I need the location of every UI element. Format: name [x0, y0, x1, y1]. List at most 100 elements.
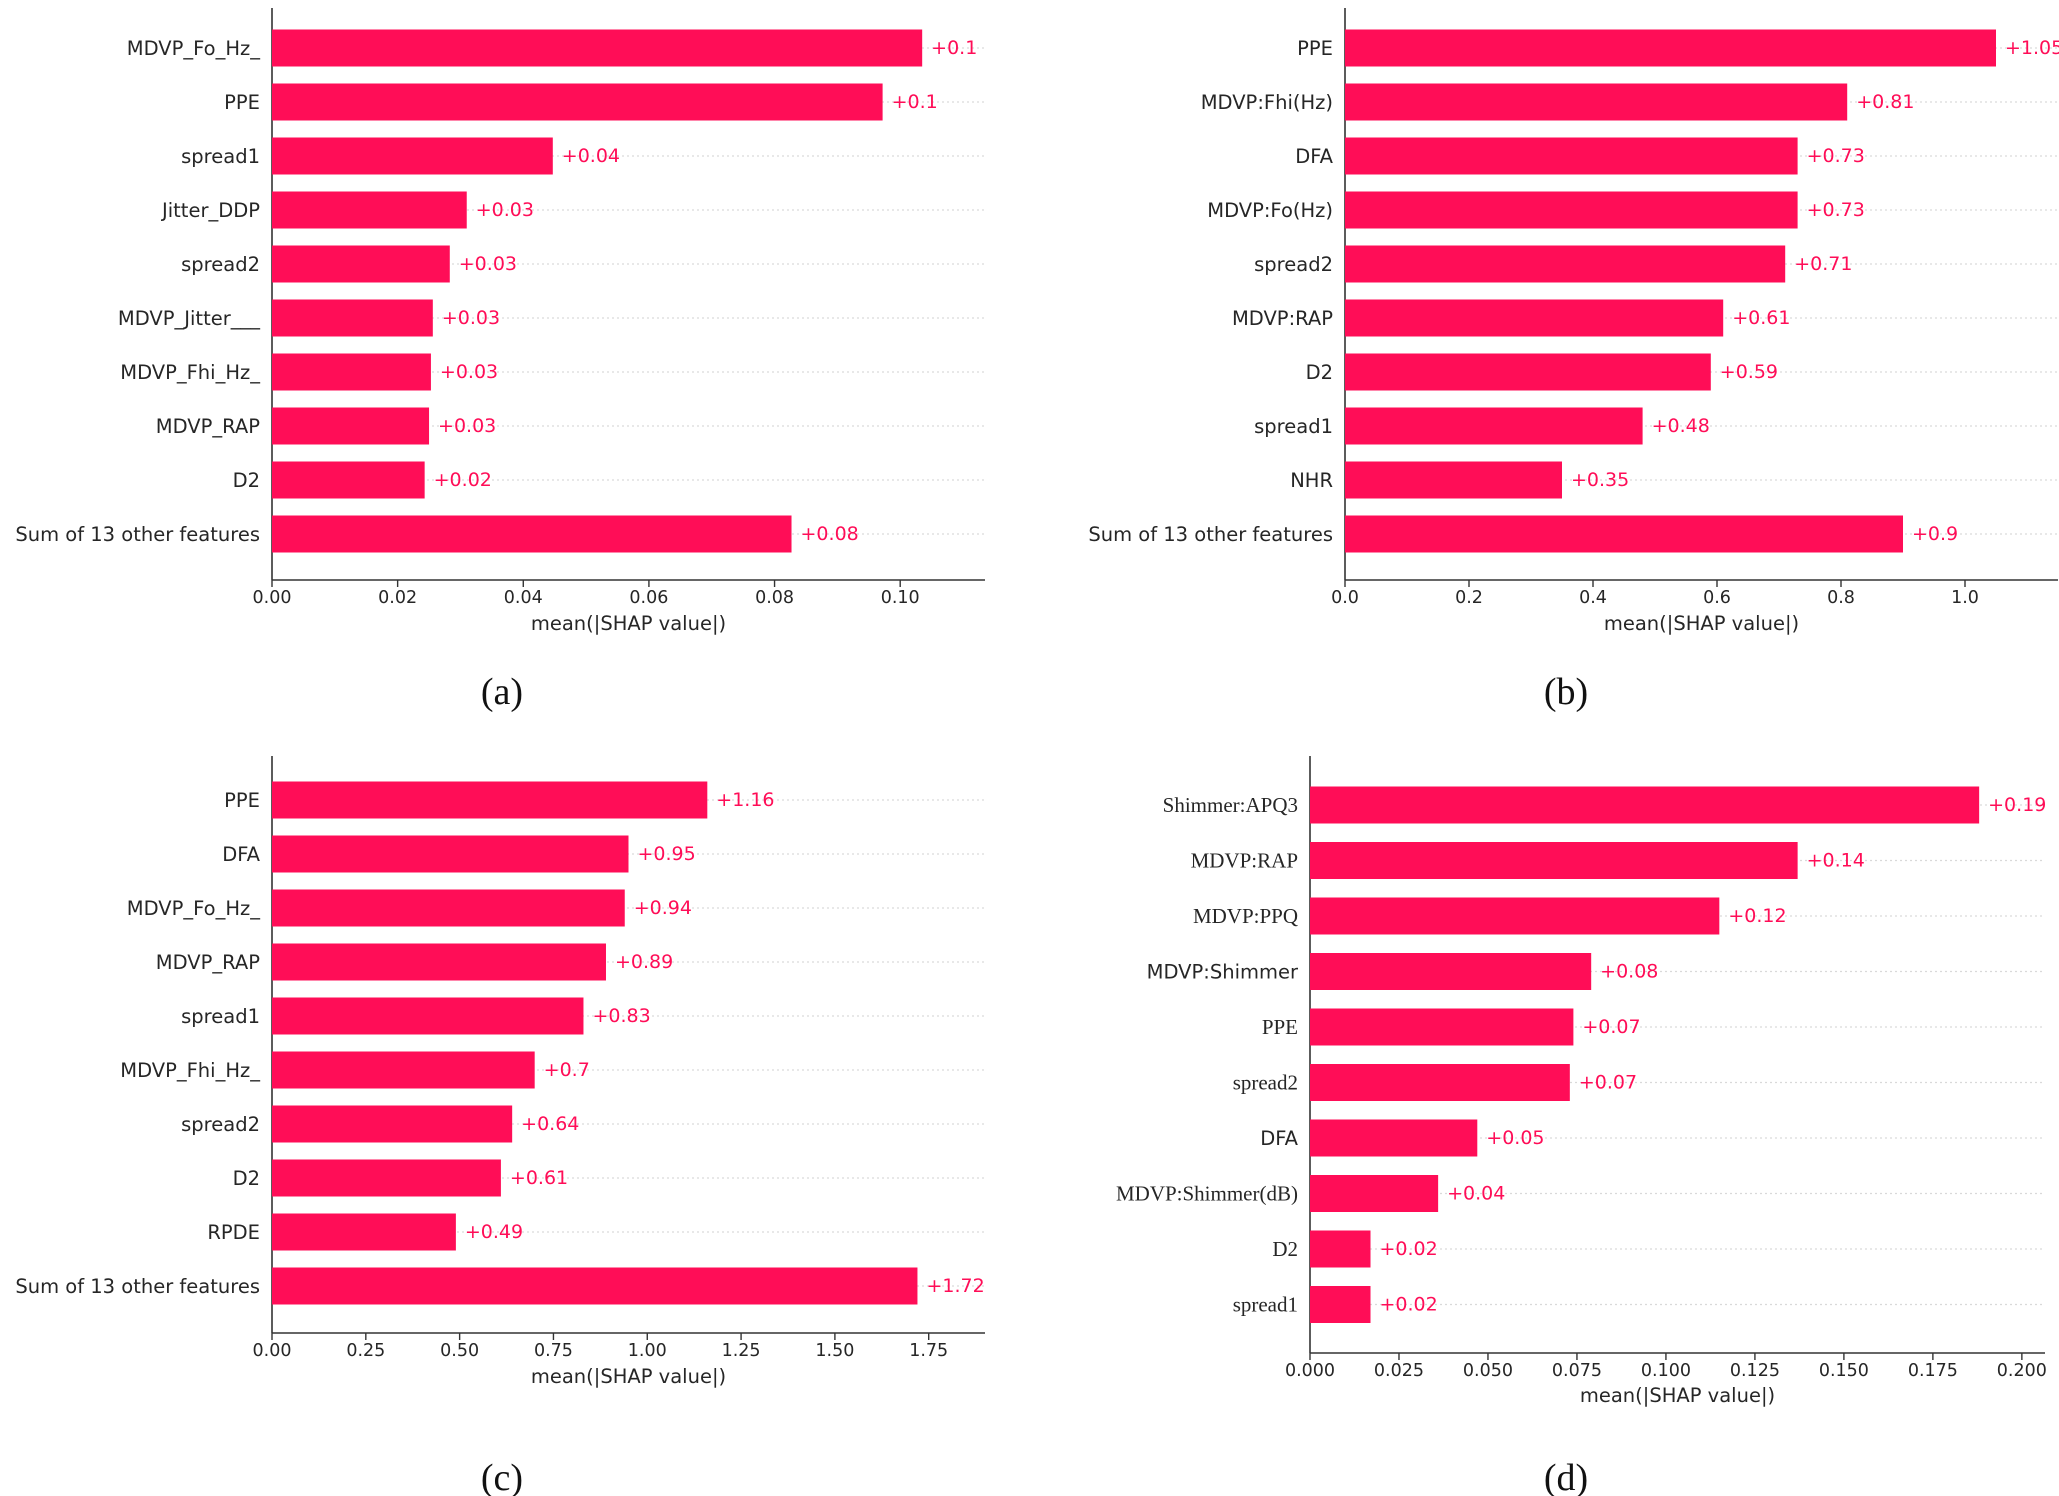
x-tick-label: 0.025	[1374, 1361, 1424, 1381]
x-tick-label: 0.10	[881, 588, 920, 608]
x-tick-label: 0.000	[1285, 1361, 1335, 1381]
category-label: MDVP_Fo_Hz_	[127, 37, 260, 60]
category-label: MDVP:Shimmer	[1147, 961, 1299, 984]
x-tick-label: 0.100	[1641, 1361, 1691, 1381]
value-label: +1.16	[716, 789, 774, 811]
x-tick-label: 0.75	[534, 1341, 573, 1361]
chart-panel-d: Shimmer:APQ3 +0.19 MDVP:RAP +0.14 MDVP:PPQ +0…	[1116, 756, 2047, 1496]
value-label: +0.59	[1720, 361, 1778, 383]
bar	[1345, 515, 1903, 553]
value-label: +0.81	[1856, 91, 1914, 113]
bar	[272, 1105, 513, 1143]
category-label: NHR	[1290, 469, 1333, 492]
category-label: DFA	[222, 843, 260, 866]
panel-caption: (b)	[1544, 671, 1588, 713]
value-label: +0.71	[1794, 253, 1852, 275]
value-label: +0.03	[476, 199, 534, 221]
bar	[272, 299, 433, 337]
category-label: spread2	[181, 1113, 260, 1136]
bar	[1310, 1230, 1371, 1268]
value-label: +0.14	[1807, 850, 1865, 872]
category-label: D2	[233, 1167, 260, 1190]
x-axis-label: mean(|SHAP value|)	[1580, 1384, 1775, 1407]
x-tick-label: 0.06	[629, 588, 668, 608]
bar	[272, 191, 467, 229]
x-tick-label: 0.200	[1997, 1361, 2047, 1381]
bar	[1345, 245, 1786, 283]
value-label: +0.61	[1732, 307, 1790, 329]
value-label: +0.04	[1447, 1183, 1505, 1205]
x-tick-label: 0.50	[440, 1341, 479, 1361]
x-tick-label: 1.25	[722, 1341, 761, 1361]
chart-panel-b: PPE +1.05 MDVP:Fhi(Hz) +0.81 DFA +0.73 MDVP:Fo…	[1088, 8, 2059, 713]
value-label: +0.73	[1807, 145, 1865, 167]
x-tick-label: 0.00	[253, 1341, 292, 1361]
category-label: Shimmer:APQ3	[1163, 793, 1298, 817]
category-label: PPE	[224, 789, 260, 812]
category-label: Sum of 13 other features	[1088, 523, 1333, 546]
x-tick-label: 0.050	[1463, 1361, 1513, 1381]
category-label: MDVP_RAP	[156, 951, 260, 974]
category-label: spread1	[1254, 415, 1333, 438]
x-tick-label: 0.8	[1827, 588, 1855, 608]
bar	[272, 83, 883, 121]
value-label: +0.12	[1728, 905, 1786, 927]
bar	[272, 781, 708, 819]
value-label: +0.08	[1600, 961, 1658, 983]
bar	[1310, 1064, 1570, 1101]
value-label: +0.02	[1380, 1294, 1438, 1316]
x-tick-label: 0.02	[378, 588, 417, 608]
category-label: spread1	[1233, 1293, 1298, 1317]
bar	[272, 245, 450, 283]
value-label: +0.89	[615, 951, 673, 973]
value-label: +0.03	[459, 253, 517, 275]
category-label: spread2	[1254, 253, 1333, 276]
x-tick-label: 1.75	[909, 1341, 948, 1361]
value-label: +0.05	[1486, 1127, 1544, 1149]
panel-caption: (c)	[481, 1457, 523, 1496]
x-axis-label: mean(|SHAP value|)	[1604, 612, 1799, 635]
x-tick-label: 0.00	[253, 588, 292, 608]
category-label: MDVP_Fhi_Hz_	[120, 1059, 260, 1082]
category-label: Sum of 13 other features	[15, 1275, 260, 1298]
x-tick-label: 1.0	[1951, 588, 1979, 608]
x-tick-label: 0.4	[1579, 588, 1607, 608]
value-label: +0.03	[442, 307, 500, 329]
value-label: +1.05	[2005, 37, 2059, 59]
x-axis-label: mean(|SHAP value|)	[531, 612, 726, 635]
bar	[1345, 407, 1643, 445]
value-label: +0.35	[1571, 469, 1629, 491]
bar	[272, 1051, 535, 1089]
chart-panel-c: PPE +1.16 DFA +0.95 MDVP_Fo_Hz_ +0.94 MDVP_RAP…	[15, 756, 985, 1496]
category-label: MDVP_Fo_Hz_	[127, 897, 260, 920]
bar	[272, 1213, 456, 1251]
value-label: +0.61	[510, 1167, 568, 1189]
bar	[272, 1267, 918, 1305]
bar	[272, 515, 792, 553]
category-label: MDVP:Fhi(Hz)	[1201, 91, 1333, 114]
bar	[1310, 1119, 1478, 1157]
value-label: +0.64	[521, 1113, 579, 1135]
value-label: +0.83	[592, 1005, 650, 1027]
x-tick-label: 0.0	[1331, 588, 1359, 608]
category-label: spread1	[181, 145, 260, 168]
category-label: PPE	[1262, 1015, 1298, 1039]
bar	[272, 461, 425, 499]
value-label: +0.07	[1579, 1072, 1637, 1094]
bar	[1345, 461, 1562, 499]
category-label: MDVP_Fhi_Hz_	[120, 361, 260, 384]
value-label: +0.02	[1380, 1238, 1438, 1260]
category-label: DFA	[1260, 1127, 1298, 1150]
bar	[1310, 953, 1592, 990]
category-label: PPE	[1297, 37, 1333, 60]
bar	[1310, 1286, 1371, 1323]
x-tick-label: 1.50	[815, 1341, 854, 1361]
x-tick-label: 0.04	[504, 588, 543, 608]
bar	[272, 353, 431, 391]
bar	[272, 997, 584, 1035]
bar	[1310, 842, 1798, 879]
category-label: D2	[233, 469, 260, 492]
value-label: +0.08	[801, 523, 859, 545]
bar	[272, 1159, 501, 1197]
